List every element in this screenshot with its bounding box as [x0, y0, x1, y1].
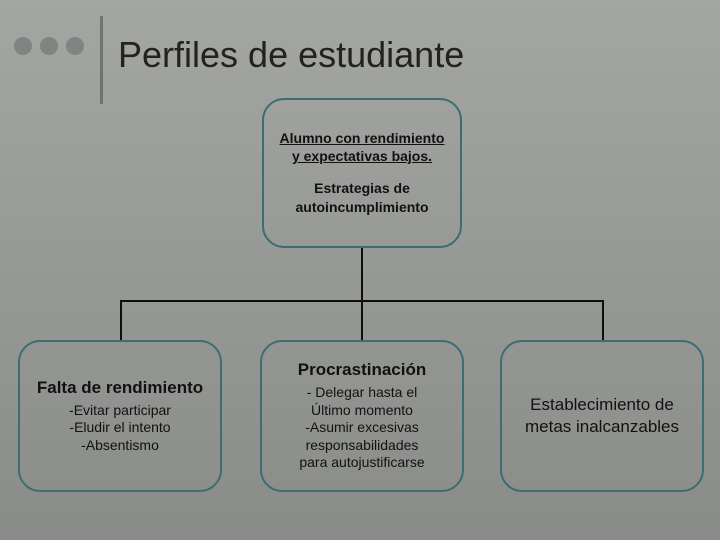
tree-child-node: Procrastinación - Delegar hasta el Últim… [260, 340, 464, 492]
page-title: Perfiles de estudiante [118, 34, 464, 76]
header: Perfiles de estudiante [0, 16, 720, 76]
child-line: responsabilidades [299, 437, 424, 455]
tree-root-node: Alumno con rendimiento y expectativas ba… [262, 98, 462, 248]
root-subheading: Estrategias de autoincumplimiento [276, 179, 448, 215]
tree-child-node: Establecimiento de metas inalcanzables [500, 340, 704, 492]
child-title: Falta de rendimiento [37, 378, 203, 398]
connector [120, 300, 122, 340]
tree-child-node: Falta de rendimiento -Evitar participar … [18, 340, 222, 492]
child-line: - Delegar hasta el [299, 384, 424, 402]
connector [361, 300, 363, 340]
bullet-dots [14, 37, 84, 55]
child-body: -Evitar participar -Eludir el intento -A… [69, 402, 171, 455]
child-line: para autojustificarse [299, 454, 424, 472]
child-line: -Eludir el intento [69, 419, 171, 437]
child-body: - Delegar hasta el Último momento -Asumi… [299, 384, 424, 472]
child-line: -Absentismo [69, 437, 171, 455]
slide: Perfiles de estudiante Alumno con rendim… [0, 0, 720, 540]
bullet-dot-icon [66, 37, 84, 55]
connector [361, 248, 363, 302]
root-heading: Alumno con rendimiento y expectativas ba… [276, 130, 448, 165]
child-title: Procrastinación [298, 360, 427, 380]
child-line: Último momento [299, 402, 424, 420]
bullet-dot-icon [40, 37, 58, 55]
connector [602, 300, 604, 340]
child-title: Establecimiento de metas inalcanzables [514, 394, 690, 438]
header-divider [100, 16, 103, 104]
bullet-dot-icon [14, 37, 32, 55]
child-line: -Asumir excesivas [299, 419, 424, 437]
child-line: -Evitar participar [69, 402, 171, 420]
